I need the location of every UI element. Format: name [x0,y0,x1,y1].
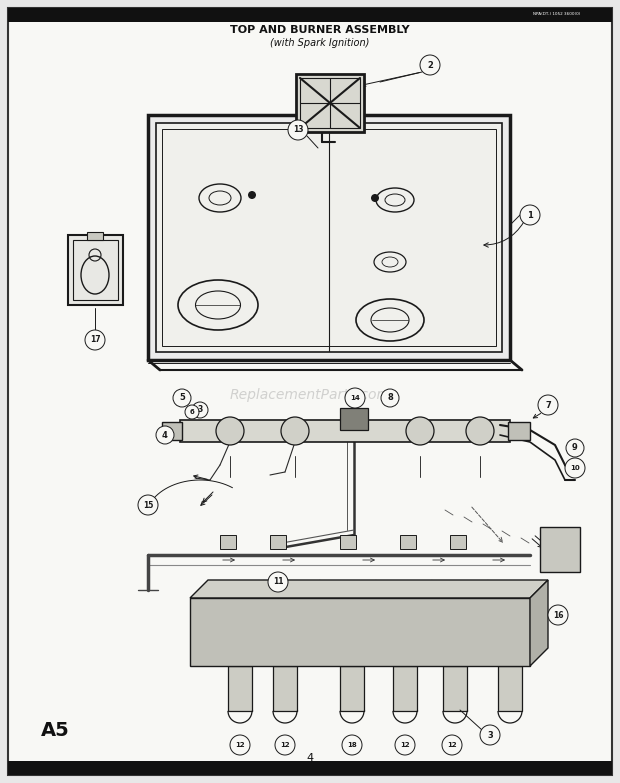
Circle shape [345,388,365,408]
Circle shape [281,417,309,445]
Bar [220,535,236,549]
Circle shape [156,426,174,444]
Circle shape [185,405,199,419]
Circle shape [395,735,415,755]
Bar [8,761,612,775]
Bar [300,78,360,128]
Text: (with Spark Ignition): (with Spark Ignition) [270,38,370,48]
Circle shape [275,735,295,755]
Text: 7: 7 [545,400,551,410]
Text: TOP AND BURNER ASSEMBLY: TOP AND BURNER ASSEMBLY [230,25,410,35]
Bar [8,8,612,22]
Circle shape [216,417,244,445]
Text: 10: 10 [570,465,580,471]
Bar [443,666,467,711]
Text: 4: 4 [306,753,314,763]
Circle shape [230,735,250,755]
Circle shape [192,402,208,418]
Text: 1: 1 [527,211,533,219]
Bar [87,232,103,240]
Bar [190,598,530,666]
Circle shape [420,55,440,75]
Circle shape [466,417,494,445]
Bar [148,115,510,360]
Circle shape [268,572,288,592]
Text: 18: 18 [347,742,357,748]
Bar [296,74,364,132]
Bar [228,666,252,711]
Circle shape [173,389,191,407]
Bar [400,535,416,549]
Circle shape [138,495,158,515]
Bar [393,666,417,711]
Circle shape [565,458,585,478]
Bar [540,527,580,572]
Text: 9: 9 [572,443,578,453]
Circle shape [85,330,105,350]
Bar [273,666,297,711]
Text: 13: 13 [293,125,303,135]
Text: 3: 3 [487,731,493,739]
Bar [340,535,356,549]
Text: ReplacementParts.com: ReplacementParts.com [229,388,391,402]
Circle shape [442,735,462,755]
Bar [508,422,530,440]
Text: 12: 12 [235,742,245,748]
Circle shape [381,389,399,407]
Circle shape [406,417,434,445]
Bar [162,422,182,440]
Text: 15: 15 [143,500,153,510]
Bar [498,666,522,711]
Bar [450,535,466,549]
Text: A5: A5 [41,720,69,739]
Text: 11: 11 [273,578,283,586]
Bar [340,666,364,711]
Circle shape [371,194,379,202]
Bar [162,129,496,346]
Bar [180,420,510,442]
Circle shape [480,725,500,745]
Polygon shape [190,580,548,598]
Polygon shape [530,580,548,666]
Bar [270,535,286,549]
Text: 12: 12 [447,742,457,748]
Text: 4: 4 [162,431,168,439]
Text: 8: 8 [387,394,393,402]
Bar [156,123,502,352]
Circle shape [566,439,584,457]
Circle shape [248,191,256,199]
Text: 14: 14 [350,395,360,401]
Text: 2: 2 [427,60,433,70]
Bar [73,240,118,300]
Text: 6: 6 [190,409,195,415]
Bar [68,235,123,305]
Circle shape [520,205,540,225]
Circle shape [548,605,568,625]
Circle shape [342,735,362,755]
Text: 16: 16 [553,611,563,619]
Circle shape [288,120,308,140]
Text: 12: 12 [400,742,410,748]
Text: NPA(DT-) 1052 3600(0): NPA(DT-) 1052 3600(0) [533,12,580,16]
Text: 12: 12 [280,742,290,748]
Circle shape [538,395,558,415]
Bar [340,408,368,430]
Text: 17: 17 [90,335,100,345]
Text: 5: 5 [179,394,185,402]
Text: 3: 3 [197,406,203,414]
